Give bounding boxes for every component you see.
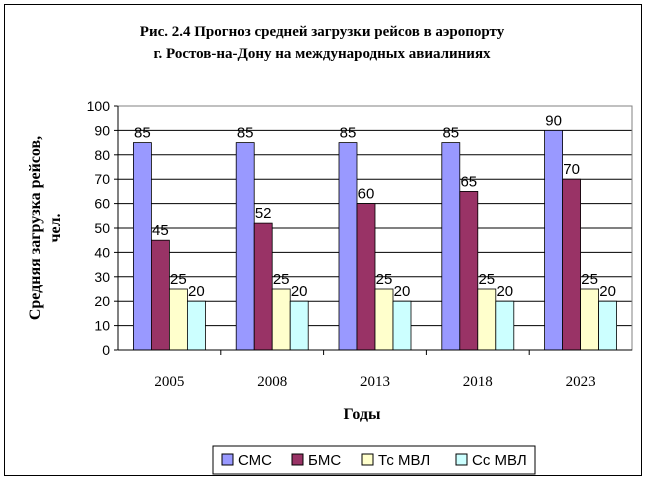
x-tick-label: 2005 — [154, 374, 184, 390]
bar — [132, 142, 152, 351]
y-tick-label: 0 — [102, 342, 110, 358]
y-tick-label: 40 — [94, 244, 110, 260]
x-tick-label: 2023 — [566, 374, 596, 390]
bar — [150, 239, 170, 351]
bar — [374, 288, 394, 351]
legend: СМС БМС Тс МВЛ Сс МВЛ — [212, 445, 536, 475]
y-axis-title-line-1: Средняя загрузка рейсов, — [27, 136, 44, 320]
data-label: 20 — [188, 283, 205, 300]
bar — [253, 222, 273, 351]
y-tick-labels: 0 10 20 30 40 50 60 70 80 90 100 — [87, 98, 111, 358]
legend-label: Сс МВЛ — [472, 452, 527, 469]
data-label: 90 — [545, 112, 562, 129]
bar — [441, 142, 461, 351]
x-tick-label: 2018 — [463, 374, 493, 390]
data-label: 20 — [291, 283, 308, 300]
y-tick-label: 70 — [94, 171, 110, 187]
bar — [271, 288, 291, 351]
data-label: 25 — [376, 271, 393, 288]
x-tick-label: 2008 — [257, 374, 287, 390]
data-label: 20 — [496, 283, 513, 300]
bar — [235, 142, 255, 351]
legend-swatch — [455, 453, 468, 466]
y-tick-label: 30 — [94, 269, 110, 285]
data-label: 65 — [460, 173, 477, 190]
bar — [186, 300, 206, 351]
y-tick-label: 100 — [87, 98, 111, 114]
bar — [580, 288, 599, 351]
legend-label: БМС — [308, 452, 341, 469]
data-label: 60 — [358, 186, 375, 203]
data-label: 25 — [273, 271, 290, 288]
bar — [598, 300, 617, 351]
data-label: 25 — [581, 271, 598, 288]
y-tick-label: 20 — [94, 293, 110, 309]
data-label: 25 — [170, 271, 187, 288]
data-label: 85 — [340, 125, 357, 142]
y-tick-label: 80 — [94, 147, 110, 163]
x-axis-title: Годы — [344, 406, 381, 423]
legend-swatch — [361, 453, 374, 466]
y-tick-label: 90 — [94, 122, 110, 138]
bars — [132, 130, 617, 351]
bar — [289, 300, 309, 351]
chart-title-line-2: г. Ростов-на-Дону на международных авиал… — [153, 46, 491, 62]
x-tick-label: 2013 — [360, 374, 390, 390]
bar-chart: Рис. 2.4 Прогноз средней загрузки рейсов… — [27, 24, 633, 475]
y-tick-label: 60 — [94, 196, 110, 212]
data-label: 85 — [442, 125, 459, 142]
y-axis-title: Средняя загрузка рейсов, чел. — [27, 136, 64, 320]
bar — [544, 130, 563, 351]
bar — [338, 142, 358, 351]
data-label: 20 — [599, 283, 616, 300]
legend-box — [212, 445, 536, 475]
data-label: 25 — [478, 271, 495, 288]
bar — [477, 288, 497, 351]
legend-label: Тс МВЛ — [378, 452, 430, 469]
y-tick-label: 10 — [94, 318, 110, 334]
legend-swatch — [221, 453, 234, 466]
data-label: 70 — [563, 161, 580, 178]
data-label: 85 — [237, 125, 254, 142]
bar — [459, 190, 479, 351]
bar — [168, 288, 188, 351]
chart-title-line-1: Рис. 2.4 Прогноз средней загрузки рейсов… — [140, 24, 505, 40]
legend-swatch — [291, 453, 304, 466]
chart-frame: Рис. 2.4 Прогноз средней загрузки рейсов… — [4, 4, 642, 476]
data-label: 45 — [152, 222, 169, 239]
data-label: 85 — [134, 125, 151, 142]
x-tick-labels: 2005 2008 2013 2018 2023 — [154, 374, 595, 390]
bar — [392, 300, 412, 351]
data-label: 20 — [394, 283, 411, 300]
bar — [562, 178, 581, 351]
data-label: 52 — [255, 205, 272, 222]
y-axis-title-line-2: чел. — [47, 213, 64, 242]
bar — [356, 203, 376, 351]
legend-label: СМС — [238, 452, 272, 469]
y-tick-label: 50 — [94, 220, 110, 236]
bar — [495, 300, 515, 351]
